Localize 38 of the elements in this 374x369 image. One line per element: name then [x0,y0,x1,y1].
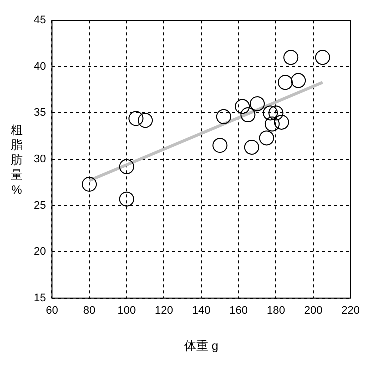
point [291,73,306,88]
x-axis-title: 体重 g [184,339,219,354]
point [216,109,232,124]
point [128,111,144,126]
point [138,113,154,128]
point [274,114,290,130]
point [240,108,256,123]
x-tick-label: 180 [266,305,286,318]
point [264,116,280,132]
point [315,50,330,66]
y-tick-label: 20 [34,246,46,258]
x-tick-label: 140 [192,305,211,318]
y-tick-label: 40 [34,60,46,73]
point [284,50,299,66]
point [268,106,284,121]
x-tick-label: 200 [304,305,323,318]
point [259,130,274,146]
y-tick-label: 45 [34,14,46,27]
point [119,192,134,207]
point [250,96,266,112]
y-tick-label: 25 [34,200,46,212]
x-tick-label: 80 [83,305,96,318]
point [235,99,250,114]
point [119,159,134,174]
point [263,106,278,121]
y-axis-title: 粗脂肪量% [10,123,24,198]
y-tick-label: 15 [34,292,46,304]
y-tick-label: 35 [34,107,46,120]
x-tick-label: 120 [155,305,174,318]
x-tick-label: 60 [46,305,58,318]
x-tick-label: 160 [230,305,248,318]
point [244,140,260,155]
y-tick-label: 30 [34,154,46,166]
x-tick-label: 220 [342,305,360,318]
point [212,138,228,154]
point [278,75,294,90]
point [82,177,98,192]
x-tick-label: 100 [118,305,136,318]
